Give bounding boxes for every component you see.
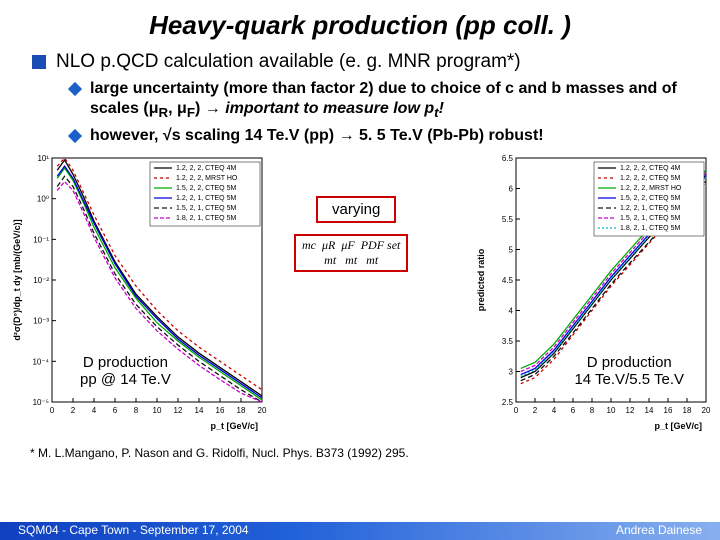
svg-text:0: 0 xyxy=(50,406,55,415)
sub-bullet-1-text: large uncertainty (more than factor 2) d… xyxy=(90,79,680,122)
sub-bullet-2: however, √s scaling 14 Te.V (pp) → 5. 5 … xyxy=(0,124,720,148)
svg-text:10: 10 xyxy=(607,406,616,415)
diamond-icon xyxy=(68,82,82,96)
footer-left: SQM04 - Cape Town - September 17, 2004 xyxy=(18,523,249,539)
svg-text:10¹: 10¹ xyxy=(37,154,49,163)
chart-right: 0 2 4 6 8 10 12 14 16 18 20 2.5 3 3.5 4 4.5 5 5.5 6 6.5 p_t … xyxy=(472,152,712,444)
svg-text:predicted ratio: predicted ratio xyxy=(476,248,486,311)
svg-text:0: 0 xyxy=(514,406,519,415)
svg-text:1.2, 2, 2, CTEQ 4M: 1.2, 2, 2, CTEQ 4M xyxy=(620,165,680,172)
svg-text:16: 16 xyxy=(664,406,673,415)
svg-text:14: 14 xyxy=(195,406,204,415)
svg-text:d²σ(D°)/dp_t dy [mb/(GeV/c)]: d²σ(D°)/dp_t dy [mb/(GeV/c)] xyxy=(12,219,22,340)
svg-text:1.5, 2, 2, CTEQ 5M: 1.5, 2, 2, CTEQ 5M xyxy=(620,195,680,202)
footer-right: Andrea Dainese xyxy=(616,523,702,539)
sub-bullet-1: large uncertainty (more than factor 2) d… xyxy=(0,77,720,124)
svg-text:10⁻³: 10⁻³ xyxy=(33,317,49,326)
svg-text:1.8, 2, 1, CTEQ 5M: 1.8, 2, 1, CTEQ 5M xyxy=(176,215,236,222)
svg-text:p_t [GeV/c]: p_t [GeV/c] xyxy=(654,421,702,431)
sub-bullet-2-text: however, √s scaling 14 Te.V (pp) → 5. 5 … xyxy=(90,126,544,146)
varying-symbols: mc μR μF PDF set mt mt mt xyxy=(294,234,408,272)
svg-text:6: 6 xyxy=(571,406,576,415)
svg-text:16: 16 xyxy=(216,406,225,415)
svg-text:8: 8 xyxy=(134,406,139,415)
svg-text:p_t [GeV/c]: p_t [GeV/c] xyxy=(210,421,258,431)
svg-text:1.2, 2, 2, CTEQ 5M: 1.2, 2, 2, CTEQ 5M xyxy=(620,175,680,182)
svg-text:1.2, 2, 2, CTEQ 4M: 1.2, 2, 2, CTEQ 4M xyxy=(176,165,236,172)
charts-region: 0246810121416182010⁻⁵10⁻⁴10⁻³10⁻²10⁻¹10⁰… xyxy=(0,148,720,444)
svg-text:1.2, 2, 1, CTEQ 5M: 1.2, 2, 1, CTEQ 5M xyxy=(176,195,236,202)
svg-text:20: 20 xyxy=(702,406,711,415)
svg-text:3: 3 xyxy=(509,367,514,376)
svg-text:6.5: 6.5 xyxy=(502,154,514,163)
svg-text:6: 6 xyxy=(509,184,514,193)
svg-text:10⁻⁵: 10⁻⁵ xyxy=(33,398,49,407)
svg-text:18: 18 xyxy=(237,406,246,415)
svg-text:10: 10 xyxy=(153,406,162,415)
page-title: Heavy-quark production (pp coll. ) xyxy=(0,0,720,47)
svg-text:5.5: 5.5 xyxy=(502,215,514,224)
svg-text:14: 14 xyxy=(645,406,654,415)
svg-text:2.5: 2.5 xyxy=(502,398,514,407)
diamond-icon xyxy=(68,129,82,143)
svg-text:1.2, 2, 2, MRST HO: 1.2, 2, 2, MRST HO xyxy=(176,175,238,182)
annot-left: D productionpp @ 14 Te.V xyxy=(80,354,171,388)
main-bullet: NLO p.QCD calculation available (e. g. M… xyxy=(0,47,720,77)
annot-right: D production14 Te.V/5.5 Te.V xyxy=(574,354,684,388)
svg-text:12: 12 xyxy=(626,406,635,415)
svg-text:10⁻⁴: 10⁻⁴ xyxy=(32,357,49,366)
svg-text:4: 4 xyxy=(552,406,557,415)
svg-text:1.2, 2, 1, CTEQ 5M: 1.2, 2, 1, CTEQ 5M xyxy=(620,205,680,212)
chart-left: 0 2 4 6 8 10 12 14 16 18 20 10⁻⁵ 10⁻⁴ 10⁻³ 10⁻² 10⁻¹ 10⁰… xyxy=(8,152,268,444)
footnote: * M. L.Mangano, P. Nason and G. Ridolfi,… xyxy=(0,444,720,462)
svg-text:1.5, 2, 1, CTEQ 5M: 1.5, 2, 1, CTEQ 5M xyxy=(620,215,680,222)
main-bullet-text: NLO p.QCD calculation available (e. g. M… xyxy=(56,51,521,73)
varying-label: varying xyxy=(316,196,396,223)
svg-text:10⁻²: 10⁻² xyxy=(33,276,49,285)
svg-text:10⁰: 10⁰ xyxy=(37,195,49,204)
svg-text:18: 18 xyxy=(683,406,692,415)
svg-text:6: 6 xyxy=(113,406,118,415)
svg-text:12: 12 xyxy=(174,406,183,415)
svg-text:1.5, 2, 1, CTEQ 5M: 1.5, 2, 1, CTEQ 5M xyxy=(176,205,236,212)
svg-text:4.5: 4.5 xyxy=(502,276,514,285)
svg-text:1.2, 2, 2, MRST HO: 1.2, 2, 2, MRST HO xyxy=(620,185,682,192)
svg-text:8: 8 xyxy=(590,406,595,415)
svg-text:10⁻¹: 10⁻¹ xyxy=(33,235,49,244)
bullet-icon xyxy=(32,55,46,69)
svg-text:2: 2 xyxy=(533,406,538,415)
svg-text:2: 2 xyxy=(71,406,76,415)
svg-text:20: 20 xyxy=(258,406,267,415)
svg-text:1.8, 2, 1, CTEQ 5M: 1.8, 2, 1, CTEQ 5M xyxy=(620,225,680,232)
svg-text:4: 4 xyxy=(92,406,97,415)
svg-text:5: 5 xyxy=(509,245,514,254)
footer-bar: SQM04 - Cape Town - September 17, 2004 A… xyxy=(0,522,720,540)
svg-text:3.5: 3.5 xyxy=(502,337,514,346)
svg-text:4: 4 xyxy=(509,306,514,315)
svg-text:1.5, 2, 2, CTEQ 5M: 1.5, 2, 2, CTEQ 5M xyxy=(176,185,236,192)
